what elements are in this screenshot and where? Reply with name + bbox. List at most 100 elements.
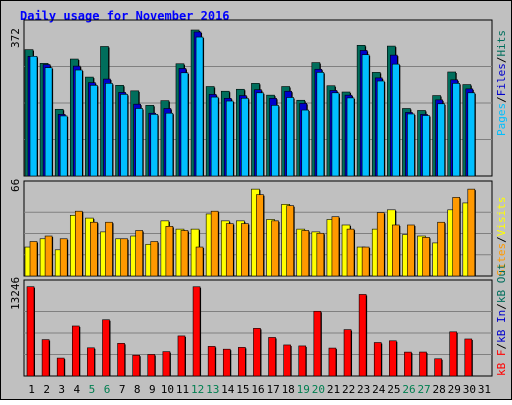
day-label: 22 — [342, 383, 355, 396]
pages-bar — [346, 97, 355, 177]
pages-bar — [422, 115, 430, 177]
day-label: 26 — [402, 383, 415, 396]
kbf-bar — [449, 331, 458, 377]
day-label: 1 — [28, 383, 35, 396]
kbf-bar — [102, 319, 110, 377]
sites-bar — [90, 221, 98, 277]
kbf-bar — [162, 351, 171, 377]
pages-bar — [195, 36, 204, 177]
legend-sep-3: / — [495, 236, 508, 243]
pages-bar — [452, 83, 461, 177]
day-label: 15 — [236, 383, 249, 396]
kbf-bar — [192, 286, 201, 377]
day-label: 14 — [221, 383, 235, 396]
pages-bar — [59, 115, 68, 177]
pages-bar — [120, 94, 128, 177]
kbf-bar — [298, 345, 307, 377]
sites-bar — [407, 224, 415, 277]
pages-bar — [376, 80, 385, 177]
sites-bar — [120, 238, 128, 277]
ymax-label-top: 372 — [9, 28, 22, 48]
sites-bar — [271, 220, 279, 277]
sites-bar — [180, 230, 189, 277]
kbf-bar — [283, 344, 291, 377]
pages-bar — [44, 67, 53, 177]
pages-bar — [225, 100, 234, 177]
day-label: 21 — [327, 383, 340, 396]
legend-kb-out: kB Out — [495, 263, 508, 303]
sites-bar — [346, 228, 355, 277]
day-label: 17 — [266, 383, 279, 396]
sites-bar — [361, 246, 370, 277]
kbf-bar — [117, 343, 125, 377]
legend-kb-f: kB F — [495, 350, 508, 377]
kbf-bar — [222, 348, 231, 377]
day-label: 7 — [119, 383, 126, 396]
day-label: 23 — [357, 383, 370, 396]
day-label: 11 — [176, 383, 189, 396]
day-label: 16 — [251, 383, 264, 396]
kbf-bar — [389, 340, 397, 377]
legend-sep-4: / — [495, 343, 508, 350]
kbf-bar — [313, 310, 322, 377]
sites-bar — [422, 237, 430, 277]
pages-bar — [361, 54, 370, 177]
kbf-bar — [434, 358, 442, 377]
sites-bar — [437, 221, 445, 277]
ymax-label-middle: 66 — [9, 179, 22, 192]
pages-bar — [74, 69, 83, 177]
panel-kbytes — [23, 279, 493, 377]
day-label: 13 — [206, 383, 219, 396]
kbf-bar — [71, 325, 80, 377]
kbf-bar — [358, 294, 367, 377]
day-label: 8 — [134, 383, 141, 396]
pages-bar — [407, 113, 415, 177]
legend-sites: Sites — [495, 243, 508, 276]
sites-bar — [225, 223, 234, 277]
day-label: 25 — [387, 383, 400, 396]
kbf-bar — [177, 335, 186, 377]
legend-visits: Visits — [495, 197, 508, 237]
sites-bar — [376, 212, 385, 277]
day-label: 5 — [89, 383, 96, 396]
sites-bar — [301, 230, 310, 277]
kbf-bar — [41, 339, 50, 377]
kbf-bar — [26, 286, 35, 377]
pages-bar — [135, 108, 143, 177]
panel-visits-sites — [23, 180, 493, 277]
sites-bar — [135, 230, 143, 277]
day-label: 28 — [433, 383, 446, 396]
legend-hits: Hits — [495, 30, 508, 57]
legend-kb-in: kB In — [495, 310, 508, 343]
pages-bar — [392, 63, 400, 177]
pages-bar — [271, 105, 279, 177]
pages-bar — [316, 72, 325, 177]
kbf-bar — [87, 347, 95, 377]
kbf-bar — [238, 347, 246, 377]
sites-bar — [165, 226, 174, 277]
sites-bar — [241, 223, 249, 277]
day-label: 3 — [58, 383, 65, 396]
kbf-bar — [207, 346, 216, 377]
day-label: 10 — [161, 383, 174, 396]
day-label: 31 — [478, 383, 491, 396]
sites-bar — [331, 216, 340, 277]
right-legend-bottom: kB F/kB In/kB Out — [495, 263, 508, 376]
kbf-bar — [373, 342, 382, 377]
sites-bar — [210, 210, 219, 277]
day-label: 12 — [191, 383, 204, 396]
panel-hits-files-pages — [23, 19, 493, 177]
day-label: 6 — [104, 383, 111, 396]
legend-pages: Pages — [495, 103, 508, 136]
day-label: 20 — [312, 383, 325, 396]
legend-files: Files — [495, 63, 508, 96]
day-label: 9 — [149, 383, 156, 396]
sites-bar — [105, 221, 113, 277]
right-legend-middle: Sites/Visits — [495, 197, 508, 277]
pages-bar — [29, 55, 38, 177]
pages-bar — [301, 109, 310, 177]
kbf-bar — [253, 328, 261, 377]
day-label: 27 — [417, 383, 430, 396]
kbf-bar — [343, 329, 352, 377]
